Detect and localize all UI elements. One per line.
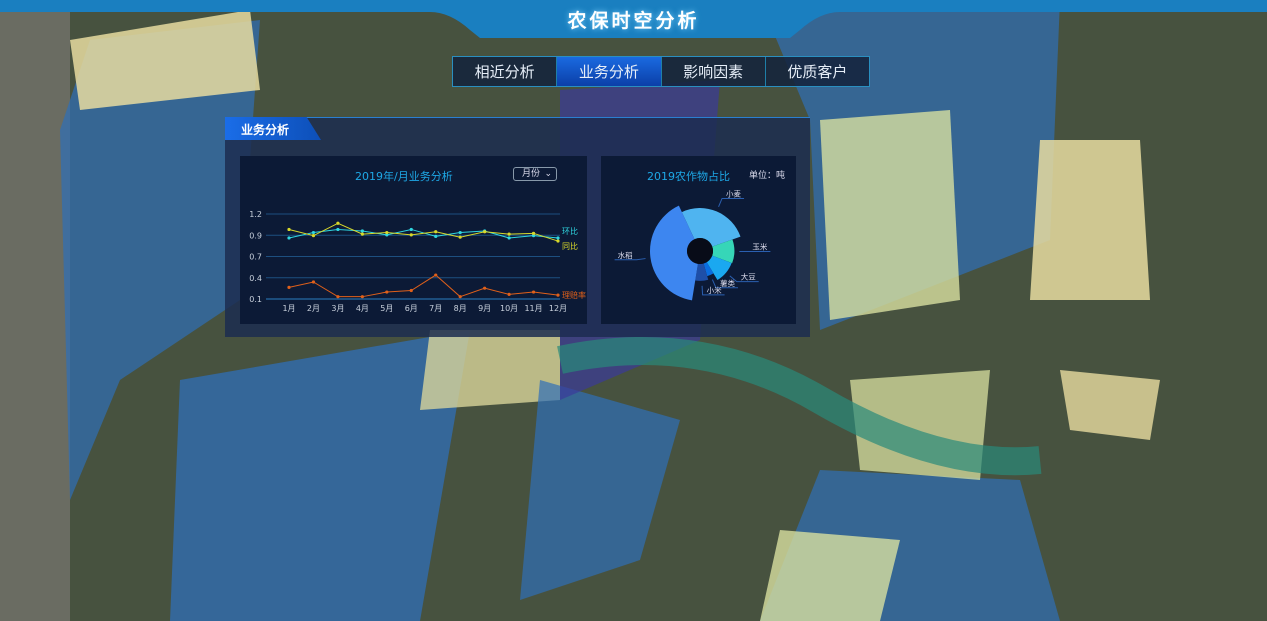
rose-slice-薯类 xyxy=(703,262,714,277)
chevron-down-icon: ⌄ xyxy=(544,169,552,179)
tab-similar-analysis[interactable]: 相近分析 xyxy=(453,57,558,86)
business-analysis-panel: 业务分析 2019年/月业务分析 月份 ⌄ 0.1 0.4 0.7 0.9 1.2 1月 2月… xyxy=(225,117,810,337)
tab-bar: 相近分析 业务分析 影响因素 优质客户 xyxy=(452,56,870,87)
label-line xyxy=(729,275,759,283)
label-line xyxy=(711,279,738,289)
data-point xyxy=(458,230,462,235)
data-point xyxy=(311,230,316,235)
y-tick-label: 0.7 xyxy=(249,253,262,262)
x-tick-label: 12月 xyxy=(549,304,567,313)
data-point xyxy=(531,234,536,238)
x-tick-label: 8月 xyxy=(454,304,467,313)
data-point xyxy=(556,236,560,240)
slice-label: 大豆 xyxy=(741,272,757,282)
crop-rose-chart: 2019农作物占比 单位：吨 小麦玉米大豆 薯类 小米 水稻 xyxy=(601,156,796,324)
x-tick-label: 11月 xyxy=(524,304,542,313)
data-point xyxy=(458,235,462,239)
rose-slice-小米 xyxy=(695,263,709,281)
rose-slice-小麦 xyxy=(681,208,741,247)
label-line xyxy=(614,258,646,261)
rose-slice-水稻 xyxy=(650,205,698,301)
data-point xyxy=(483,230,487,234)
data-point xyxy=(409,288,413,293)
x-tick-label: 7月 xyxy=(429,304,442,313)
rose-slice-大豆 xyxy=(706,255,732,280)
y-tick-label: 1.2 xyxy=(249,210,262,219)
label-line xyxy=(701,285,725,296)
data-point xyxy=(287,285,291,290)
series-label: 同比 xyxy=(562,241,578,251)
data-point xyxy=(287,227,291,232)
x-tick-label: 2月 xyxy=(307,304,320,313)
y-tick-label: 0.4 xyxy=(249,274,262,283)
data-point xyxy=(507,292,511,296)
data-point xyxy=(434,230,438,234)
data-point xyxy=(434,234,438,239)
label-line xyxy=(718,197,745,207)
tab-quality-customers[interactable]: 优质客户 xyxy=(787,63,848,81)
page-title: 农保时空分析 xyxy=(567,10,700,32)
data-point xyxy=(531,290,536,294)
data-point xyxy=(556,239,560,243)
series-label: 环比 xyxy=(562,226,578,236)
data-point xyxy=(311,234,316,238)
monthly-line-chart: 2019年/月业务分析 月份 ⌄ 0.1 0.4 0.7 0.9 1.2 1月 2月 3月 4月 5… xyxy=(240,156,587,324)
series-line-同比 xyxy=(288,222,559,242)
data-point xyxy=(336,221,340,225)
slice-label: 小米 xyxy=(707,285,722,295)
header-banner xyxy=(0,0,1267,38)
data-point xyxy=(360,295,364,299)
data-point xyxy=(434,273,438,277)
data-point xyxy=(360,232,364,236)
data-point xyxy=(336,227,340,232)
unit-label: 单位：吨 xyxy=(749,171,786,181)
data-point xyxy=(556,293,560,297)
data-point xyxy=(385,230,389,235)
data-point xyxy=(311,280,316,284)
data-point xyxy=(360,229,364,233)
x-tick-label: 4月 xyxy=(356,304,369,313)
rose-slice-玉米 xyxy=(712,239,735,264)
data-point xyxy=(458,295,462,299)
rose-center-hole xyxy=(687,238,713,264)
pie-chart-title: 2019农作物占比 xyxy=(647,170,730,183)
slice-label: 薯类 xyxy=(720,278,735,288)
line-chart-title: 2019年/月业务分析 xyxy=(355,170,453,183)
x-tick-label: 3月 xyxy=(331,304,344,313)
x-tick-label: 1月 xyxy=(282,304,295,313)
tab-business-analysis[interactable]: 业务分析 xyxy=(557,57,662,86)
data-point xyxy=(531,231,536,235)
x-tick-label: 10月 xyxy=(500,304,518,313)
y-tick-label: 0.1 xyxy=(249,295,262,304)
data-point xyxy=(483,286,487,290)
data-point xyxy=(385,233,389,237)
tab-influencing-factors[interactable]: 影响因素 xyxy=(662,57,766,86)
series-label: 理赔率 xyxy=(562,290,586,300)
month-select-value: 月份 xyxy=(522,169,541,179)
panel-title: 业务分析 xyxy=(225,117,321,140)
slice-label: 玉米 xyxy=(752,242,767,252)
data-point xyxy=(409,233,413,237)
slice-label: 小麦 xyxy=(726,188,741,198)
data-point xyxy=(287,236,291,240)
data-point xyxy=(385,290,389,294)
y-tick-label: 0.9 xyxy=(249,231,262,240)
x-tick-label: 9月 xyxy=(478,304,491,313)
data-point xyxy=(409,227,413,232)
month-select[interactable]: 月份 ⌄ xyxy=(513,167,557,181)
slice-label: 水稻 xyxy=(618,250,633,260)
x-tick-label: 6月 xyxy=(405,304,418,313)
data-point xyxy=(507,236,511,240)
data-point xyxy=(336,295,340,299)
data-point xyxy=(507,232,511,236)
series-line-理赔率 xyxy=(288,274,559,298)
x-tick-label: 5月 xyxy=(380,304,393,313)
